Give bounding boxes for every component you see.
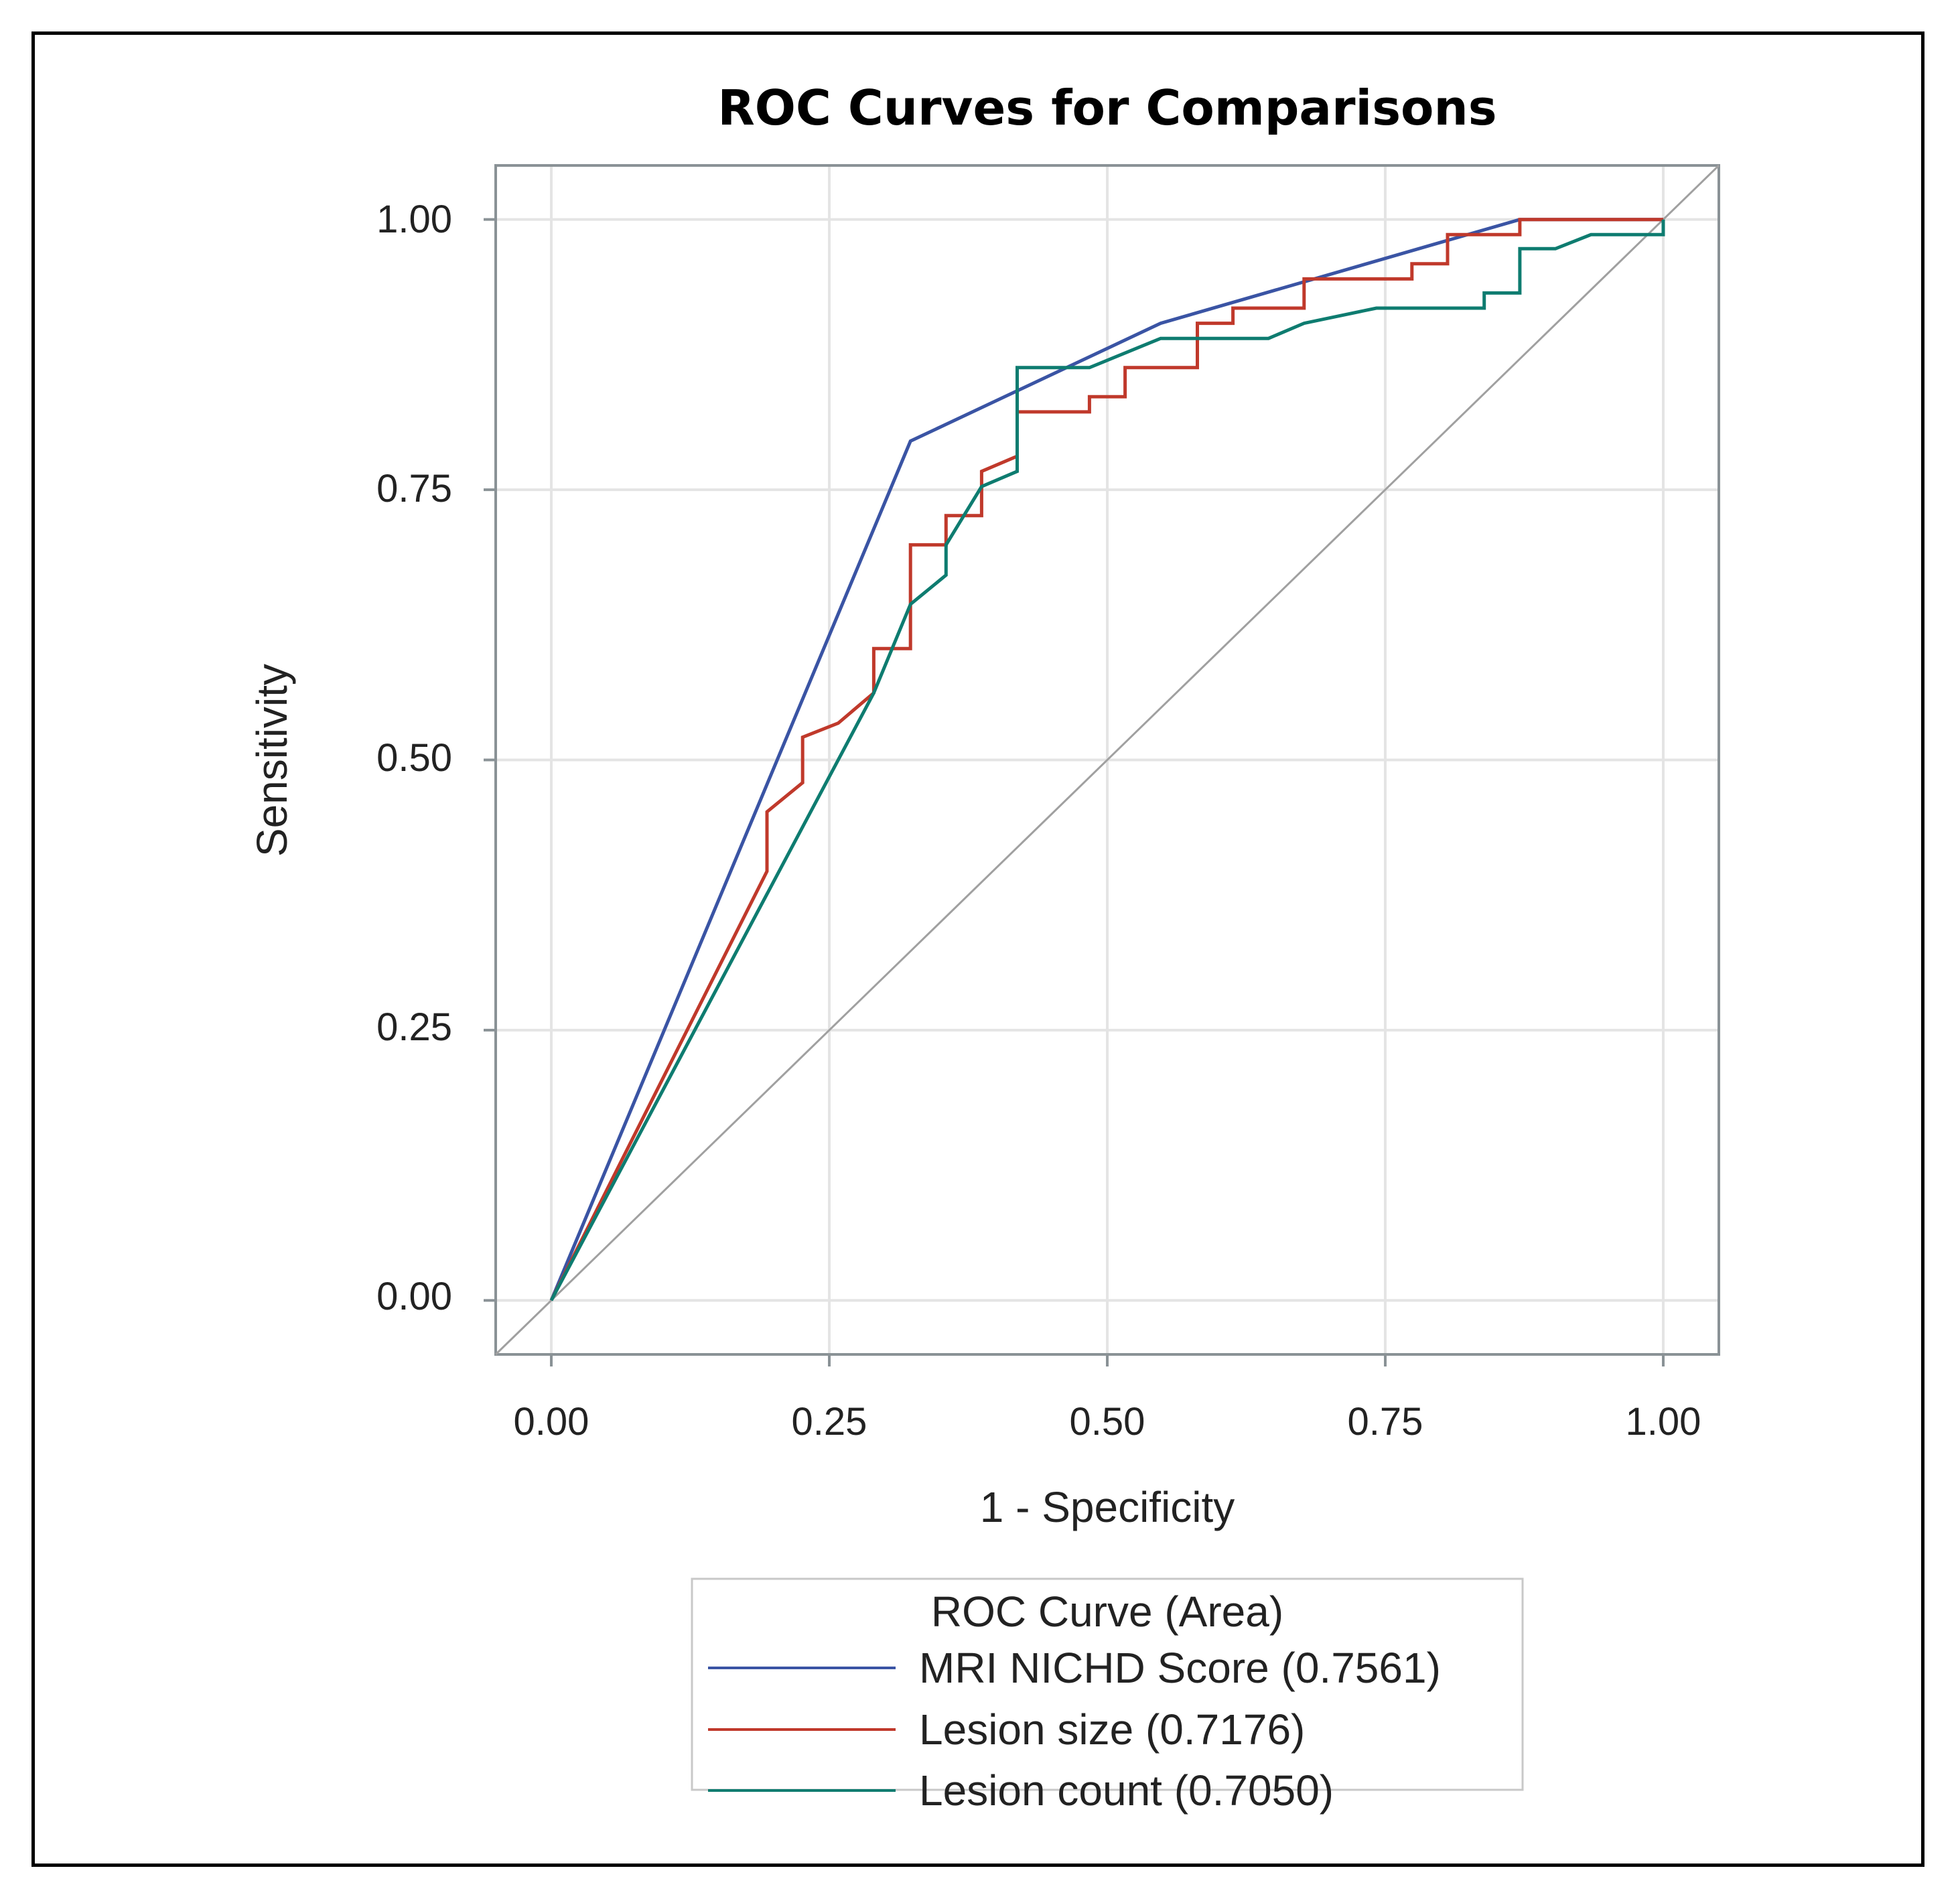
y-axis-label: Sensitivity [248,664,296,857]
x-tick-label: 0.50 [1070,1400,1145,1444]
legend-title: ROC Curve (Area) [931,1588,1283,1636]
series-line-lesion-size [549,218,1663,1302]
legend-entry-lesion-count: Lesion count (0.7050) [919,1766,1334,1815]
reference-diagonal [494,164,1720,1356]
series-line-lesion-count [549,219,1665,1302]
legend-entry-mri: MRI NICHD Score (0.7561) [919,1644,1441,1692]
y-tick-label: 0.50 [376,736,452,780]
x-tick-label: 0.75 [1348,1400,1423,1444]
x-tick-label: 1.00 [1626,1400,1701,1444]
tick-marks [484,218,1665,1366]
y-tick-label: 0.00 [376,1275,452,1318]
x-tick-label: 0.00 [514,1400,589,1444]
legend: ROC Curve (Area) MRI NICHD Score (0.7561… [691,1577,1524,1815]
legend-entry-lesion-size: Lesion size (0.7176) [919,1705,1305,1754]
series-layer [549,218,1665,1302]
chance-line [494,164,1720,1356]
legend-box [691,1577,1524,1791]
y-tick-label: 0.25 [376,1005,452,1049]
y-tick-label: 1.00 [376,198,452,241]
x-tick-label: 0.25 [792,1400,867,1444]
y-tick-label: 0.75 [376,467,452,510]
x-tick-labels: 0.00 0.25 0.50 0.75 1.00 [514,1400,1701,1444]
chart-title: ROC Curves for Comparisons [717,80,1496,136]
x-axis-label: 1 - Specificity [980,1483,1235,1531]
grid-lines [496,165,1719,1354]
y-tick-labels: 0.00 0.25 0.50 0.75 1.00 [376,198,452,1318]
figure-frame [31,31,1924,1867]
